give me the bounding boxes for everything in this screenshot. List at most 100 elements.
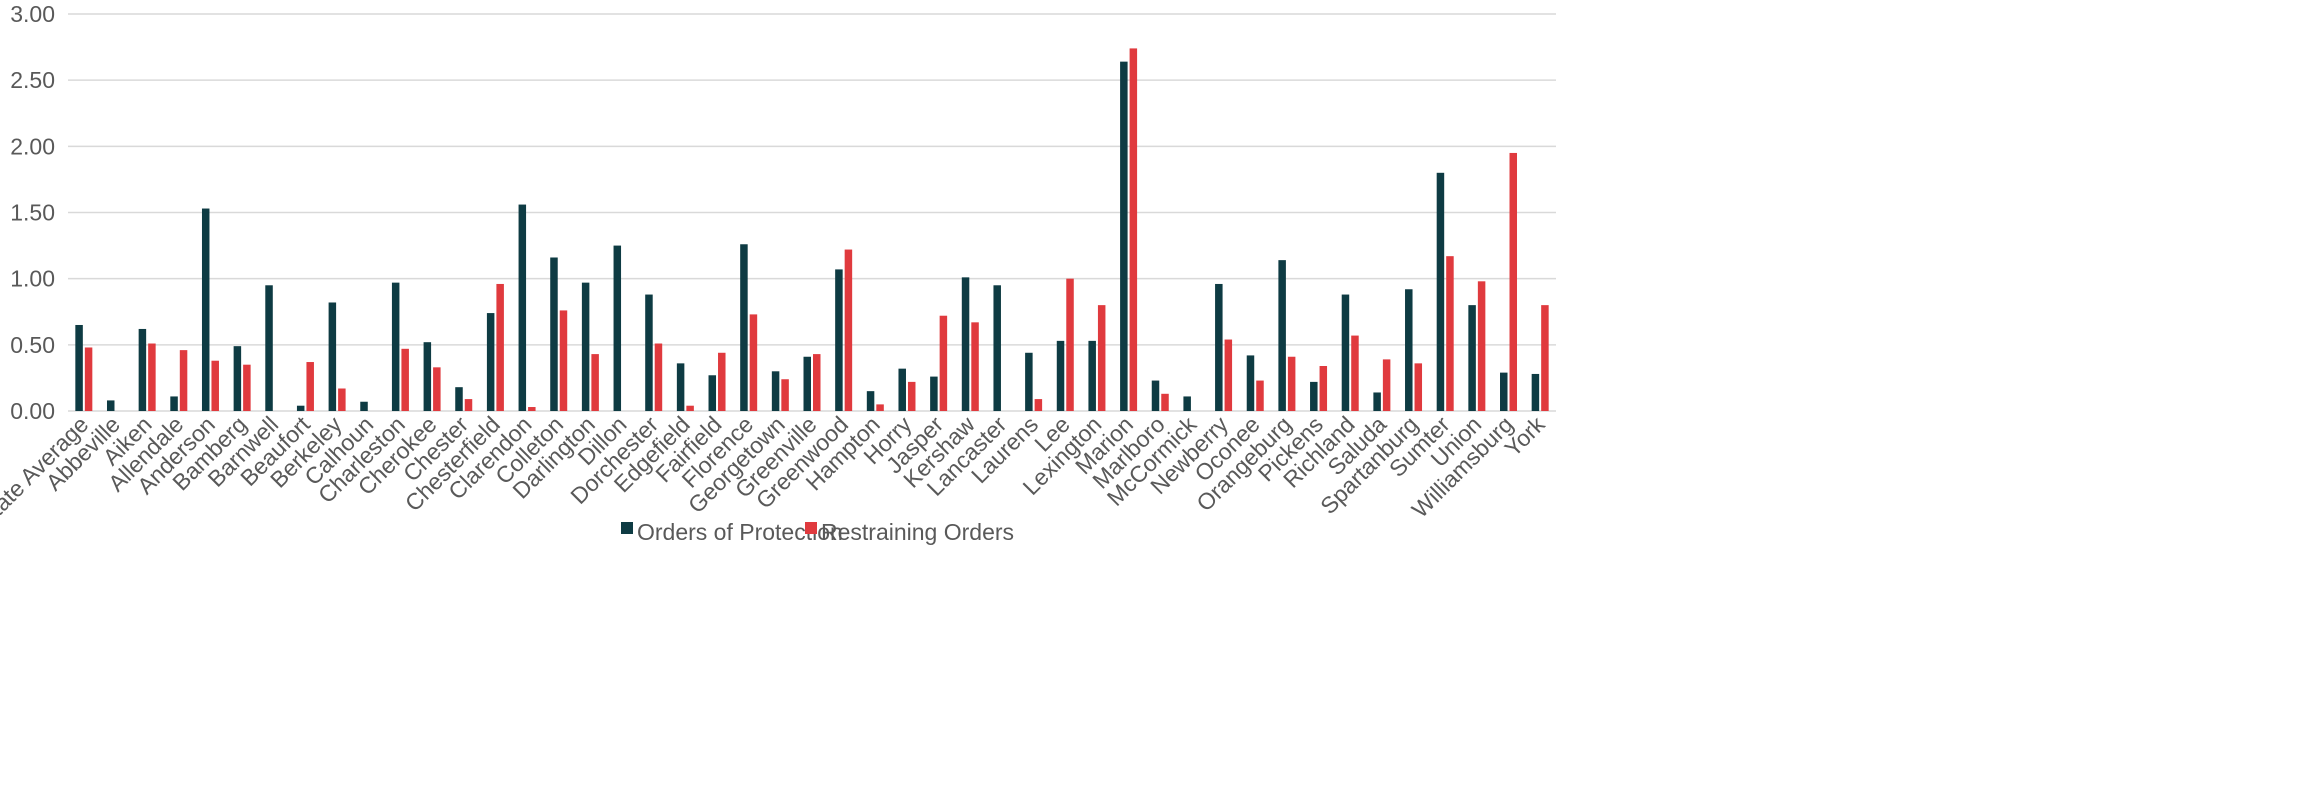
bar-orders-of-protection	[1436, 172, 1445, 411]
y-axis-ticks: 0.00 0.50 1.00 1.50 2.00 2.50 3.00	[10, 1, 55, 424]
gridlines	[68, 13, 1556, 412]
bar-orders-of-protection	[1373, 392, 1381, 411]
bar-orders-of-protection	[961, 277, 970, 411]
bar-orders-of-protection	[328, 302, 337, 411]
bars	[75, 48, 1549, 411]
bar-restraining-orders	[718, 352, 726, 411]
bar-restraining-orders	[1287, 356, 1296, 411]
bar-restraining-orders	[1477, 281, 1486, 411]
bar-restraining-orders	[1161, 393, 1169, 411]
bar-orders-of-protection	[1341, 294, 1350, 411]
y-tick-label: 2.50	[10, 67, 55, 93]
bar-orders-of-protection	[265, 285, 273, 411]
bar-restraining-orders	[338, 388, 346, 411]
bar-restraining-orders	[654, 343, 663, 411]
bar-orders-of-protection	[391, 282, 400, 411]
bar-orders-of-protection	[708, 375, 717, 411]
legend-swatch-restraining-orders	[805, 522, 817, 534]
bar-orders-of-protection	[1278, 260, 1286, 411]
bar-restraining-orders	[433, 367, 441, 411]
bar-orders-of-protection	[1468, 305, 1476, 411]
bar-restraining-orders	[84, 347, 93, 411]
bar-restraining-orders	[591, 354, 599, 411]
y-tick-label: 0.50	[10, 332, 55, 358]
bar-restraining-orders	[1351, 335, 1359, 411]
bar-orders-of-protection	[740, 244, 748, 411]
bar-restraining-orders	[749, 314, 758, 411]
bar-restraining-orders	[686, 405, 694, 411]
bar-orders-of-protection	[518, 204, 527, 411]
bar-orders-of-protection	[360, 401, 368, 411]
bar-restraining-orders	[1129, 48, 1138, 411]
bar-restraining-orders	[1414, 363, 1423, 411]
bar-restraining-orders	[1256, 380, 1264, 411]
bar-orders-of-protection	[1500, 372, 1508, 411]
bar-restraining-orders	[559, 310, 568, 411]
bar-restraining-orders	[876, 404, 884, 411]
bar-restraining-orders	[1319, 366, 1328, 411]
legend-swatch-orders-of-protection	[621, 522, 633, 534]
bar-orders-of-protection	[201, 208, 210, 411]
bar-orders-of-protection	[1246, 355, 1255, 411]
bar-orders-of-protection	[106, 400, 115, 411]
x-axis-labels: State AverageAbbevilleAikenAllendaleAnde…	[0, 411, 1550, 532]
bar-orders-of-protection	[645, 294, 653, 411]
bar-orders-of-protection	[866, 391, 875, 411]
bar-orders-of-protection	[898, 368, 906, 411]
bar-restraining-orders	[907, 381, 916, 411]
y-tick-label: 1.00	[10, 266, 55, 292]
bar-orders-of-protection	[455, 387, 463, 411]
bar-orders-of-protection	[1056, 340, 1065, 411]
bar-orders-of-protection	[1120, 61, 1128, 411]
bar-restraining-orders	[844, 249, 853, 411]
bar-restraining-orders	[1446, 256, 1454, 411]
bar-restraining-orders	[464, 399, 473, 411]
bar-restraining-orders	[1541, 305, 1549, 411]
y-tick-label: 3.00	[10, 1, 55, 27]
bar-orders-of-protection	[170, 396, 178, 411]
bar-orders-of-protection	[930, 376, 938, 411]
bar-orders-of-protection	[423, 342, 432, 411]
bar-restraining-orders	[496, 283, 504, 411]
y-tick-label: 1.50	[10, 200, 55, 226]
bar-orders-of-protection	[296, 405, 305, 411]
y-tick-label: 0.00	[10, 398, 55, 424]
bar-restraining-orders	[971, 322, 979, 411]
bar-orders-of-protection	[1405, 289, 1413, 411]
bar-orders-of-protection	[771, 371, 780, 411]
legend: Orders of Protection Restraining Orders	[621, 519, 1014, 545]
bar-restraining-orders	[179, 350, 188, 411]
bar-restraining-orders	[528, 407, 536, 411]
bar-restraining-orders	[1382, 359, 1391, 411]
bar-restraining-orders	[148, 343, 156, 411]
bar-orders-of-protection	[835, 269, 843, 411]
bar-restraining-orders	[211, 360, 219, 411]
bar-orders-of-protection	[1183, 396, 1191, 411]
bar-orders-of-protection	[550, 257, 558, 411]
bar-orders-of-protection	[75, 324, 83, 411]
bar-orders-of-protection	[1215, 283, 1223, 411]
bar-restraining-orders	[306, 362, 314, 411]
legend-label-restraining-orders: Restraining Orders	[821, 519, 1014, 545]
bar-orders-of-protection	[1025, 352, 1033, 411]
bar-orders-of-protection	[993, 285, 1001, 411]
bar-restraining-orders	[243, 364, 251, 411]
bar-orders-of-protection	[1531, 373, 1540, 411]
bar-orders-of-protection	[1310, 381, 1318, 411]
bar-orders-of-protection	[581, 282, 590, 411]
bar-restraining-orders	[939, 315, 948, 411]
bar-orders-of-protection	[613, 245, 622, 411]
bar-restraining-orders	[1224, 339, 1233, 411]
bar-orders-of-protection	[676, 363, 685, 411]
bar-orders-of-protection	[1088, 340, 1096, 411]
bar-restraining-orders	[1097, 305, 1106, 411]
bar-restraining-orders	[401, 348, 409, 411]
bar-orders-of-protection	[803, 356, 811, 411]
bar-restraining-orders	[1509, 152, 1518, 411]
bar-restraining-orders	[1066, 278, 1074, 411]
bar-restraining-orders	[813, 354, 821, 411]
bar-orders-of-protection	[233, 346, 242, 411]
bar-orders-of-protection	[486, 313, 495, 411]
bar-restraining-orders	[1034, 399, 1043, 411]
